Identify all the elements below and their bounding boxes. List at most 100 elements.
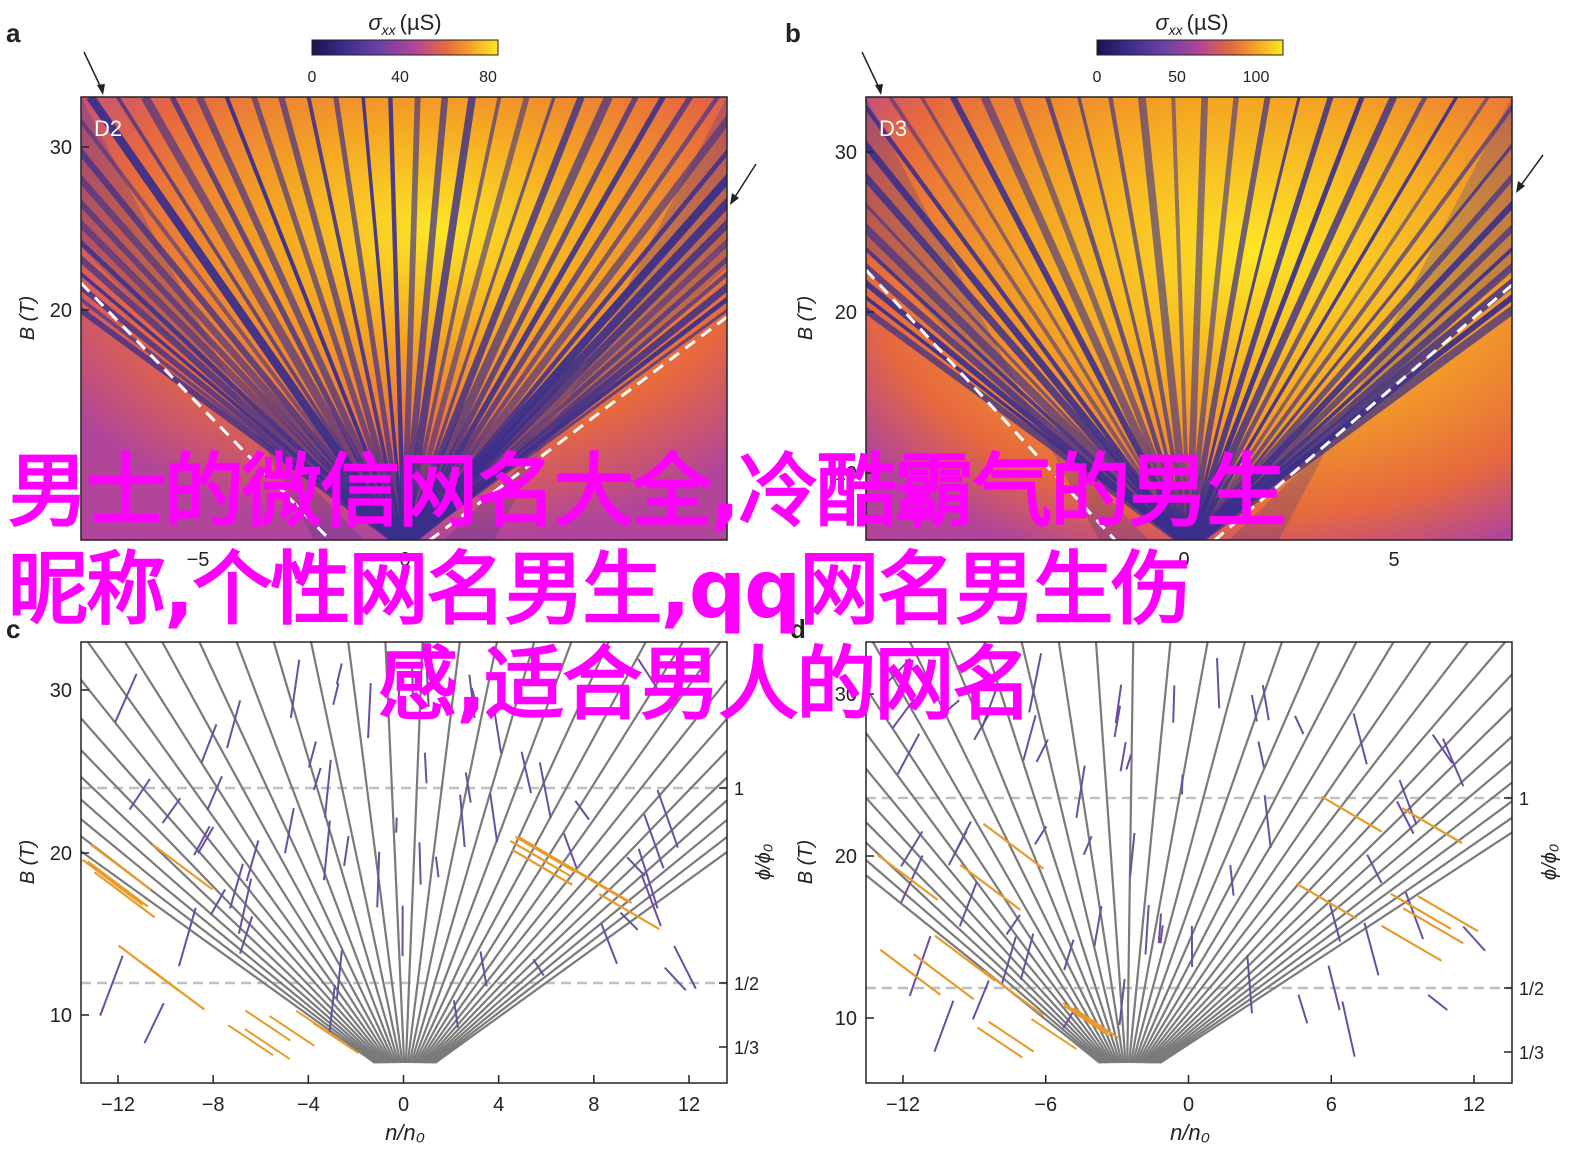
fan-line-purple (1125, 754, 1132, 770)
fan-line-orange (87, 860, 149, 908)
x-tick-label-c: −8 (202, 1094, 225, 1116)
fan-stripe (866, 202, 1184, 540)
right-tick-c-1: 1 (734, 779, 744, 799)
y-tick-c-30: 30 (50, 680, 72, 702)
x-tick-label-c: 12 (678, 1094, 700, 1116)
fan-line-purple (664, 966, 687, 991)
fan-line-purple (640, 875, 662, 927)
right-tick-d-third: 1/3 (1519, 1043, 1544, 1063)
fan-line-purple (1442, 738, 1465, 787)
overlay-title-line-1: 男士的微信网名大全,冷酷霸气的男生 (8, 445, 1286, 538)
fan-line-purple (1129, 832, 1136, 877)
fan-stripe (1077, 97, 1189, 540)
fan-line-orange (1321, 795, 1383, 833)
fan-line-purple (1118, 978, 1126, 1026)
fan-line-gray (1020, 642, 1123, 1064)
fan-line-purple (193, 825, 211, 856)
fan-line-gray (1127, 642, 1172, 1064)
x-tick-b-0: 0 (1178, 549, 1189, 571)
fan-stripe (81, 296, 396, 540)
fan-line-gray (1144, 642, 1506, 1064)
fan-line-purple (1028, 653, 1043, 713)
fan-line-purple (1327, 899, 1342, 942)
arrow-icon-a-top (83, 51, 105, 95)
y-tick-b-30: 30 (835, 142, 857, 164)
dashed-boundary-b-left (866, 268, 1117, 540)
fan-line-orange (1402, 907, 1464, 945)
fan-line-purple (1144, 904, 1150, 955)
fan-line-purple (178, 907, 197, 967)
fan-line-gray (86, 642, 391, 1064)
y-tick-a-30: 30 (50, 137, 72, 159)
overlay-title-line-3: 感,适合男人的网名 (378, 638, 1032, 731)
fan-stripe (408, 218, 727, 540)
fan-line-purple (395, 817, 398, 833)
y-axis-label-d: B (T) (795, 840, 817, 884)
fan-line-orange (509, 839, 571, 877)
fan-line-purple (1398, 779, 1418, 826)
panel-label-a: D2 (94, 116, 122, 141)
fan-line-purple (1327, 965, 1341, 1011)
x-tick-a-m5: −5 (187, 549, 210, 571)
fan-stripe (413, 308, 727, 540)
fan-line-purple (206, 775, 223, 811)
plot-frame-b (865, 96, 1513, 541)
fan-line-purple (376, 851, 381, 908)
fan-line-purple (626, 856, 646, 877)
fan-line-purple (1172, 685, 1176, 723)
y-tick-c-10: 10 (50, 1005, 72, 1027)
fan-line-orange (1295, 882, 1357, 920)
fan-line-orange (1072, 1006, 1119, 1039)
fan-line-gray (866, 767, 1110, 1064)
fan-line-orange (598, 893, 660, 931)
fan-stripe (888, 97, 1186, 540)
heatmap-b (866, 97, 1512, 540)
x-axis-label-d: n/n₀ (1170, 1120, 1210, 1145)
right-axis-label-c: ϕ/ϕ₀ (753, 844, 775, 880)
fan-line-gray (866, 796, 1109, 1064)
fan-line-gray (414, 642, 610, 1064)
fan-stripe (86, 97, 403, 540)
fan-line-purple (418, 842, 422, 885)
fan-stripe (1189, 97, 1301, 540)
fan-line-gray (426, 775, 727, 1064)
fan-line-gray (866, 820, 1107, 1064)
x-tick-a-0: 0 (399, 549, 410, 571)
arrow-icon-b-top (861, 51, 883, 95)
fan-line-purple (434, 856, 440, 878)
fan-stripes-b (866, 97, 1512, 540)
fan-stripe (919, 97, 1187, 540)
x-tick-label-d: 0 (1183, 1094, 1194, 1116)
x-tick-label-c: −12 (101, 1094, 135, 1116)
fan-line-purple (900, 830, 924, 867)
x-tick-label-c: −4 (297, 1094, 320, 1116)
fan-line-orange (912, 953, 975, 1001)
fan-line-gray (1137, 642, 1358, 1064)
fan-stripe (1187, 97, 1239, 540)
fan-line-purple (1294, 715, 1305, 735)
dashed-boundary-b-right (1214, 283, 1512, 540)
fan-line-purple (1180, 774, 1184, 795)
fan-line-purple (1216, 657, 1221, 709)
fan-line-purple (1001, 936, 1017, 985)
fan-stripe (407, 97, 720, 540)
fan-line-orange (982, 822, 1045, 870)
colorbar-title-a: σxx (µS) (368, 10, 441, 38)
fan-line-gray (81, 817, 380, 1064)
fan-line-purple (637, 848, 659, 909)
fan-line-gray (1057, 642, 1125, 1064)
fan-line-purple (1363, 922, 1380, 976)
fan-line-purple (952, 820, 972, 857)
fan-line-purple (1263, 794, 1272, 849)
fan-stripe (1191, 97, 1458, 540)
fan-line-purple (423, 752, 428, 784)
fan-line-purple (619, 911, 639, 931)
fan-line-orange (1381, 924, 1443, 962)
fan-line-gray (1150, 735, 1512, 1064)
fan-stripe (405, 97, 639, 540)
fan-stripe (224, 97, 403, 540)
y-tick-b-20: 20 (835, 302, 857, 324)
fan-line-purple (452, 1000, 459, 1028)
fan-line-gray (866, 686, 1114, 1064)
